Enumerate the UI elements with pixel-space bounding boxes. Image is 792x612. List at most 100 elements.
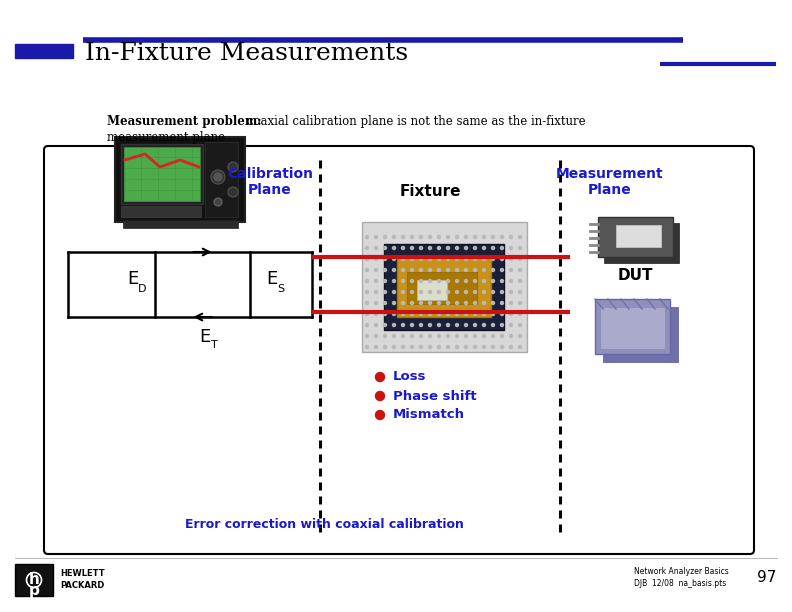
Circle shape (375, 247, 378, 250)
Circle shape (437, 324, 440, 326)
Circle shape (402, 236, 405, 239)
Circle shape (402, 258, 405, 261)
Circle shape (447, 291, 450, 294)
Circle shape (447, 346, 450, 348)
Circle shape (428, 236, 432, 239)
Circle shape (509, 302, 512, 305)
Bar (600, 307, 665, 349)
Circle shape (428, 335, 432, 337)
Circle shape (464, 324, 467, 326)
Circle shape (365, 346, 368, 348)
Text: measurement plane: measurement plane (107, 132, 225, 144)
Circle shape (437, 313, 440, 316)
Circle shape (383, 346, 386, 348)
Circle shape (474, 335, 477, 337)
Text: Mismatch: Mismatch (393, 408, 465, 422)
Circle shape (509, 335, 512, 337)
Circle shape (509, 236, 512, 239)
Circle shape (474, 247, 477, 250)
Circle shape (375, 373, 384, 381)
Circle shape (365, 313, 368, 316)
Circle shape (420, 236, 422, 239)
Circle shape (519, 280, 521, 283)
Circle shape (393, 324, 395, 326)
Circle shape (410, 258, 413, 261)
Circle shape (501, 346, 504, 348)
Text: E: E (199, 328, 210, 346)
Text: DJB  12/08  na_basis.pts: DJB 12/08 na_basis.pts (634, 580, 726, 589)
Circle shape (455, 346, 459, 348)
Circle shape (455, 280, 459, 283)
Circle shape (365, 258, 368, 261)
Circle shape (214, 173, 222, 181)
Circle shape (214, 198, 222, 206)
Circle shape (482, 324, 485, 326)
Circle shape (211, 170, 225, 184)
Circle shape (482, 346, 485, 348)
Circle shape (375, 302, 378, 305)
Circle shape (383, 291, 386, 294)
Circle shape (474, 236, 477, 239)
Text: E: E (266, 269, 278, 288)
Circle shape (410, 313, 413, 316)
Circle shape (393, 236, 395, 239)
Bar (397, 257, 491, 317)
Circle shape (428, 247, 432, 250)
Circle shape (464, 247, 467, 250)
Circle shape (455, 291, 459, 294)
Circle shape (492, 280, 494, 283)
Circle shape (464, 236, 467, 239)
Circle shape (447, 247, 450, 250)
Circle shape (365, 302, 368, 305)
Circle shape (420, 346, 422, 348)
Circle shape (428, 280, 432, 283)
Circle shape (474, 280, 477, 283)
Circle shape (393, 346, 395, 348)
Circle shape (365, 335, 368, 337)
Circle shape (492, 346, 494, 348)
Circle shape (482, 302, 485, 305)
Circle shape (501, 269, 504, 272)
Circle shape (410, 269, 413, 272)
Circle shape (464, 346, 467, 348)
Circle shape (393, 335, 395, 337)
Circle shape (393, 247, 395, 250)
Circle shape (519, 302, 521, 305)
Text: DUT: DUT (617, 267, 653, 283)
Circle shape (402, 247, 405, 250)
Circle shape (375, 280, 378, 283)
Circle shape (501, 302, 504, 305)
Circle shape (420, 247, 422, 250)
Circle shape (410, 346, 413, 348)
Text: Measurement problem:: Measurement problem: (107, 116, 261, 129)
Circle shape (464, 313, 467, 316)
Text: Calibration
Plane: Calibration Plane (227, 167, 313, 197)
Circle shape (501, 247, 504, 250)
Text: Phase shift: Phase shift (393, 389, 477, 403)
Circle shape (492, 247, 494, 250)
Circle shape (375, 236, 378, 239)
Circle shape (420, 313, 422, 316)
Circle shape (383, 335, 386, 337)
Circle shape (482, 247, 485, 250)
Circle shape (519, 258, 521, 261)
Circle shape (428, 302, 432, 305)
Circle shape (428, 269, 432, 272)
Circle shape (383, 247, 386, 250)
Circle shape (482, 236, 485, 239)
Circle shape (482, 280, 485, 283)
Text: coaxial calibration plane is not the same as the in-fixture: coaxial calibration plane is not the sam… (243, 116, 585, 129)
Text: E: E (128, 269, 139, 288)
Circle shape (228, 162, 238, 172)
Circle shape (420, 269, 422, 272)
Circle shape (365, 280, 368, 283)
Circle shape (365, 291, 368, 294)
Bar (616, 225, 661, 247)
FancyBboxPatch shape (44, 146, 754, 554)
Circle shape (402, 302, 405, 305)
Circle shape (455, 258, 459, 261)
Circle shape (393, 280, 395, 283)
Circle shape (383, 324, 386, 326)
Circle shape (402, 346, 405, 348)
Text: h: h (29, 572, 40, 588)
